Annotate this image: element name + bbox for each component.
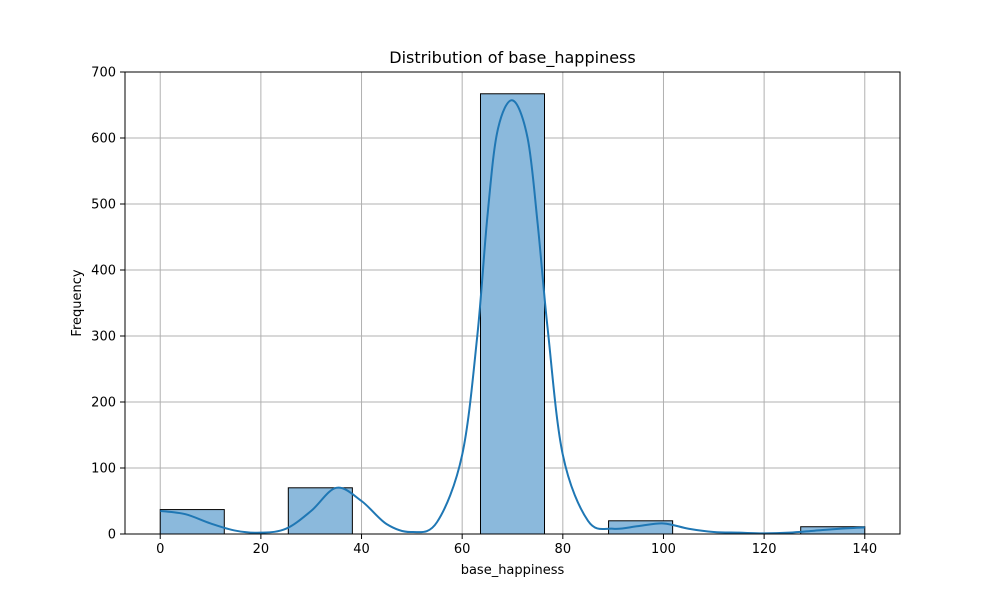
- x-tick-label: 0: [156, 542, 164, 557]
- y-axis-ticks: 0 100 200 300 400 500 600 700: [91, 66, 125, 543]
- y-axis-label: Frequency: [70, 269, 85, 336]
- x-tick-label: 80: [555, 542, 572, 557]
- x-tick-label: 40: [353, 542, 370, 557]
- x-tick-label: 60: [454, 542, 471, 557]
- y-tick-label: 500: [91, 198, 116, 213]
- histogram-bar: [159, 509, 225, 535]
- y-tick-label: 700: [91, 66, 116, 81]
- x-tick-label: 100: [651, 542, 676, 557]
- kde-curve: [160, 99, 865, 535]
- y-tick-label: 200: [91, 396, 116, 411]
- histogram-bar: [479, 93, 546, 535]
- histogram-bars: [159, 93, 866, 535]
- kde-curve-layer: [160, 99, 865, 535]
- x-axis-ticks: 0 20 40 60 80 100 120 140: [156, 534, 877, 557]
- histogram-bar: [287, 487, 353, 535]
- plot-frame: [124, 71, 901, 535]
- y-tick-label: 400: [91, 264, 116, 279]
- y-tick-label: 0: [108, 528, 116, 543]
- x-axis-label: base_happiness: [461, 563, 565, 578]
- y-tick-label: 600: [91, 132, 116, 147]
- x-tick-label: 140: [852, 542, 877, 557]
- x-tick-label: 120: [752, 542, 777, 557]
- y-tick-label: 300: [91, 330, 116, 345]
- y-tick-label: 100: [91, 462, 116, 477]
- x-tick-label: 20: [253, 542, 270, 557]
- chart-title: Distribution of base_happiness: [389, 48, 635, 68]
